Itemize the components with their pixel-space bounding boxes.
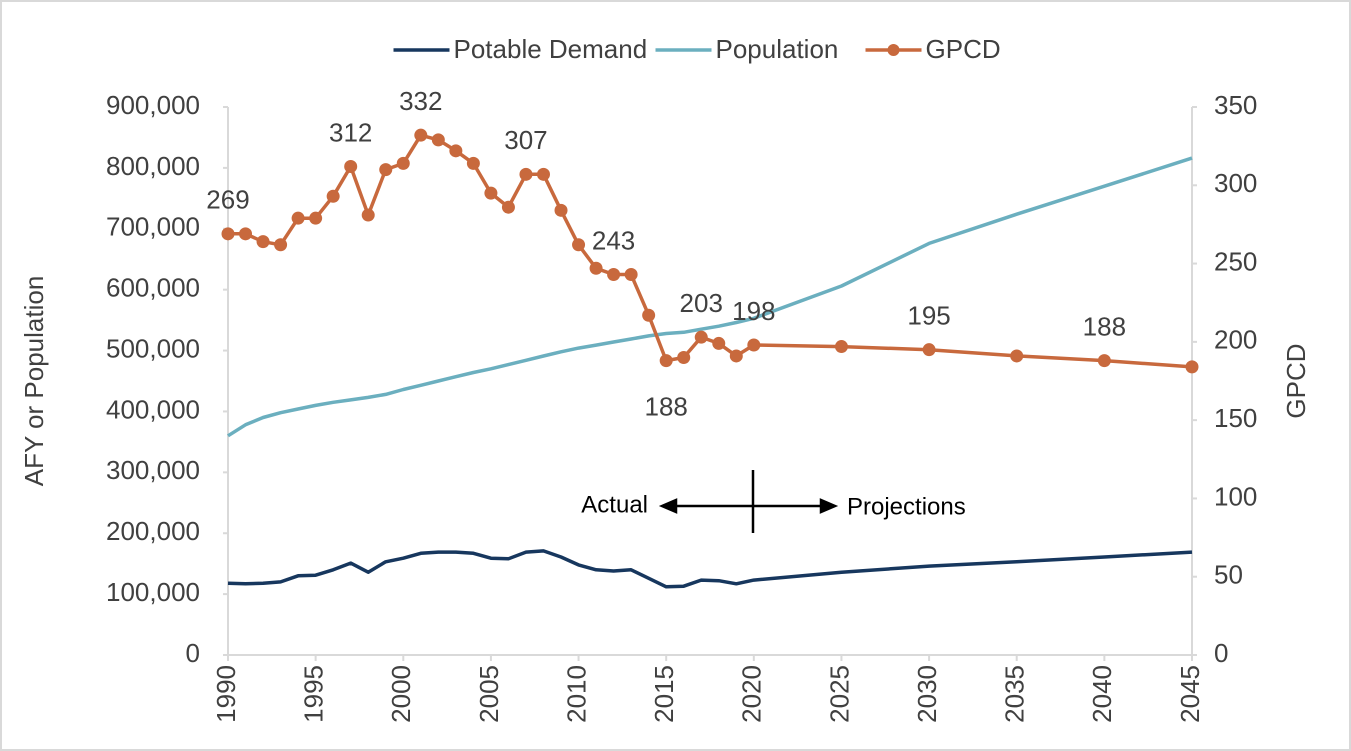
y-axis-label: AFY or Population [19, 276, 49, 487]
x-tick-label: 2010 [561, 665, 591, 723]
y2-tick-label: 350 [1214, 90, 1257, 120]
marker [396, 156, 410, 170]
series-line [227, 156, 1193, 438]
annotation: Actual [581, 491, 648, 518]
y-tick-label: 700,000 [106, 212, 200, 242]
series-line [227, 549, 1193, 589]
marker [449, 144, 463, 158]
marker [274, 238, 288, 252]
marker [256, 235, 270, 249]
y-tick-label: 900,000 [106, 90, 200, 120]
marker [922, 343, 936, 357]
marker [1010, 349, 1024, 363]
y-tick-label: 600,000 [106, 273, 200, 303]
data-label: 188 [1083, 312, 1126, 342]
marker [466, 156, 480, 170]
marker [501, 200, 515, 214]
y-tick-label: 400,000 [106, 394, 200, 424]
y-tick-label: 800,000 [106, 151, 200, 181]
data-label: 203 [680, 288, 723, 318]
marker [747, 338, 761, 352]
x-tick-label: 2015 [649, 665, 679, 723]
marker [239, 227, 253, 241]
x-tick-label: 2035 [1000, 665, 1030, 723]
x-tick-label: 2025 [824, 665, 854, 723]
data-label: 243 [592, 225, 635, 255]
legend-marker [887, 44, 900, 56]
data-label: 188 [644, 392, 687, 422]
marker [519, 167, 533, 181]
marker [554, 203, 568, 217]
y-tick-label: 500,000 [106, 333, 200, 363]
y2-tick-label: 250 [1214, 246, 1257, 276]
data-label: 198 [732, 296, 775, 326]
x-tick-label: 1995 [299, 665, 329, 723]
x-tick-label: 2005 [474, 665, 504, 723]
annotation: Projections [847, 493, 966, 520]
marker [536, 167, 550, 181]
y-tick-label: 200,000 [106, 516, 200, 546]
data-label: 312 [329, 117, 372, 147]
data-label: 195 [907, 301, 950, 331]
y2-tick-label: 50 [1214, 560, 1243, 590]
y-tick-label: 100,000 [106, 577, 200, 607]
marker [642, 308, 656, 322]
marker [712, 336, 726, 350]
marker [1185, 360, 1199, 374]
marker [414, 128, 428, 142]
arrow-head [819, 498, 839, 514]
marker [607, 268, 621, 282]
marker [326, 189, 340, 203]
y2-tick-label: 200 [1214, 325, 1257, 355]
marker [431, 133, 445, 147]
y2-tick-label: 0 [1214, 638, 1228, 668]
arrow-head [658, 498, 678, 514]
marker [221, 227, 235, 241]
x-tick-label: 2045 [1175, 665, 1205, 723]
marker [694, 330, 708, 344]
marker [309, 211, 323, 225]
marker [291, 211, 305, 225]
divider-arrows [658, 470, 839, 533]
marker [659, 354, 673, 368]
marker [344, 159, 358, 173]
legend-label: GPCD [926, 34, 1001, 64]
y2-axis-label: GPCD [1281, 343, 1311, 418]
x-tick-label: 2000 [386, 665, 416, 723]
y2-tick-label: 300 [1214, 168, 1257, 198]
x-tick-label: 2030 [912, 665, 942, 723]
marker [677, 351, 691, 365]
marker [572, 238, 586, 252]
y-tick-label: 300,000 [106, 455, 200, 485]
x-tick-label: 2040 [1087, 665, 1117, 723]
data-label: 269 [206, 185, 249, 215]
marker [1097, 354, 1111, 368]
x-tick-label: 1990 [211, 665, 241, 723]
legend-label: Population [716, 34, 839, 64]
data-label: 332 [399, 86, 442, 116]
y2-tick-label: 100 [1214, 481, 1257, 511]
y2-tick-label: 150 [1214, 403, 1257, 433]
legend-label: Potable Demand [454, 34, 648, 64]
marker [589, 261, 603, 275]
marker [729, 349, 743, 363]
marker [834, 340, 848, 354]
marker [361, 208, 375, 222]
marker [484, 186, 498, 200]
x-tick-label: 2020 [737, 665, 767, 723]
marker [624, 268, 638, 282]
marker [379, 163, 393, 177]
data-label: 307 [504, 125, 547, 155]
y-tick-label: 0 [186, 638, 200, 668]
